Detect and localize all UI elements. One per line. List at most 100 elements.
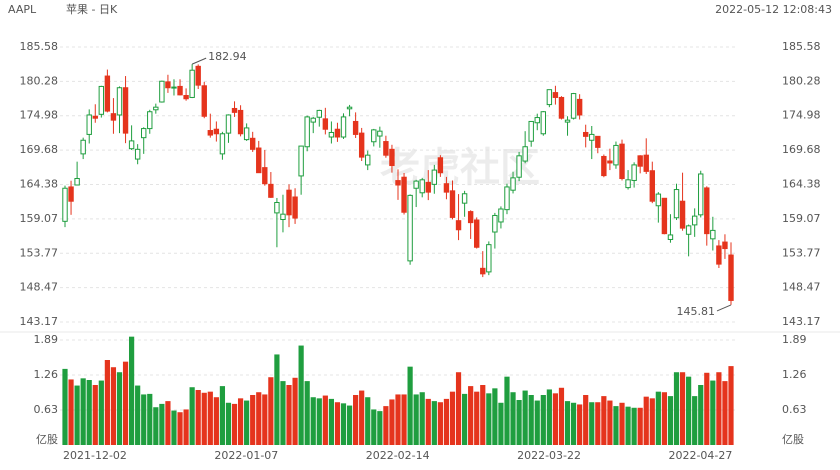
volume-bar xyxy=(231,403,238,445)
volume-bar xyxy=(728,366,734,445)
volume-bar xyxy=(667,396,674,445)
volume-bar xyxy=(328,398,334,445)
volume-bar xyxy=(316,398,322,445)
candle-body xyxy=(243,127,250,141)
candle-body xyxy=(486,244,492,273)
y-tick-label: 164.38 xyxy=(20,177,59,190)
candle-body xyxy=(80,139,86,155)
y-tick-label: 143.17 xyxy=(20,315,59,328)
volume-bar xyxy=(722,381,728,445)
volume-bar xyxy=(286,385,292,445)
candle-body xyxy=(237,109,244,135)
volume-bar xyxy=(359,390,365,445)
volume-bar xyxy=(116,372,123,445)
volume-bar xyxy=(68,379,74,445)
volume-bar xyxy=(564,401,571,445)
volume-bar xyxy=(516,400,522,445)
candle-body xyxy=(534,117,540,124)
candle-body xyxy=(74,178,80,186)
y-tick-label: 0.63 xyxy=(34,403,59,416)
y-tick-label-right: 0.63 xyxy=(782,403,807,416)
volume-bar xyxy=(637,407,643,445)
volume-bar xyxy=(219,386,226,445)
candle-body xyxy=(334,128,341,138)
y-tick-label-right: 153.77 xyxy=(782,246,821,259)
candle-body xyxy=(159,80,165,103)
volume-bar xyxy=(171,410,177,445)
volume-bar xyxy=(129,336,135,445)
volume-bar xyxy=(589,402,595,445)
y-tick-label: 1.26 xyxy=(34,368,59,381)
volume-bar xyxy=(649,398,655,445)
volume-bar xyxy=(340,403,347,445)
volume-bar xyxy=(480,385,486,445)
candle-body xyxy=(365,154,371,166)
candle-body xyxy=(304,116,310,148)
candle-body xyxy=(207,130,214,136)
candle-body xyxy=(213,128,220,135)
candle-body xyxy=(516,155,522,178)
candle-body xyxy=(601,155,607,177)
volume-bar xyxy=(474,391,480,445)
volume-bar xyxy=(716,372,722,445)
volume-bar xyxy=(407,366,413,445)
volume-bar xyxy=(141,394,147,445)
volume-bar xyxy=(673,372,680,445)
volume-bar xyxy=(334,402,341,445)
volume-bar xyxy=(207,391,213,445)
volume-bar xyxy=(619,402,625,445)
volume-bar xyxy=(661,392,667,445)
y-tick-label-right: 1.89 xyxy=(782,333,807,346)
volume-bar xyxy=(153,407,159,445)
x-tick-label: 2022-03-22 xyxy=(517,449,581,462)
candle-body xyxy=(655,193,662,207)
volume-bar xyxy=(613,406,619,445)
volume-bar xyxy=(546,389,552,445)
volume-bar xyxy=(274,354,280,445)
candle-body xyxy=(631,164,637,181)
candle-body xyxy=(358,132,365,158)
low-leader xyxy=(716,304,732,312)
y-tick-label: 180.28 xyxy=(20,74,59,87)
volume-bar xyxy=(437,402,443,445)
volume-bar xyxy=(631,407,637,445)
y-tick-label-right: 164.38 xyxy=(782,177,821,190)
candle-body xyxy=(62,187,68,222)
candle-body xyxy=(407,194,413,262)
volume-bar xyxy=(346,405,353,445)
volume-bar xyxy=(213,397,219,445)
volume-bar xyxy=(413,394,419,445)
candle-body xyxy=(570,93,577,119)
y-tick-label-right: 180.28 xyxy=(782,74,821,87)
candle-body xyxy=(401,176,407,213)
candle-body xyxy=(256,147,262,174)
volume-bar xyxy=(462,393,468,445)
candle-body xyxy=(110,113,117,121)
y-tick-label: 174.98 xyxy=(20,109,59,122)
candle-body xyxy=(122,87,129,134)
volume-bar xyxy=(310,397,316,445)
volume-bar xyxy=(86,380,92,445)
low-label: 145.81 xyxy=(677,305,716,318)
volume-bar xyxy=(679,372,686,445)
candle-body xyxy=(104,75,111,112)
x-tick-label: 2022-04-27 xyxy=(668,449,732,462)
candle-body xyxy=(249,137,256,150)
candle-body xyxy=(340,116,347,138)
volume-bar xyxy=(189,387,195,445)
candle-body xyxy=(722,241,728,250)
volume-bar xyxy=(504,376,510,445)
stock-name: 苹果 - 日K xyxy=(66,2,118,16)
y-tick-label-right: 1.26 xyxy=(782,368,807,381)
candle-body xyxy=(649,170,655,202)
candle-body xyxy=(449,190,456,218)
candle-body xyxy=(607,160,613,164)
volume-bar xyxy=(292,377,298,445)
candle-body xyxy=(528,120,534,142)
volume-bar xyxy=(698,385,704,445)
unit-label-right: 亿股 xyxy=(782,433,804,446)
candle-body xyxy=(141,128,147,139)
volume-bar xyxy=(425,398,431,445)
volume-bar xyxy=(195,390,201,445)
candle-body xyxy=(377,130,383,137)
